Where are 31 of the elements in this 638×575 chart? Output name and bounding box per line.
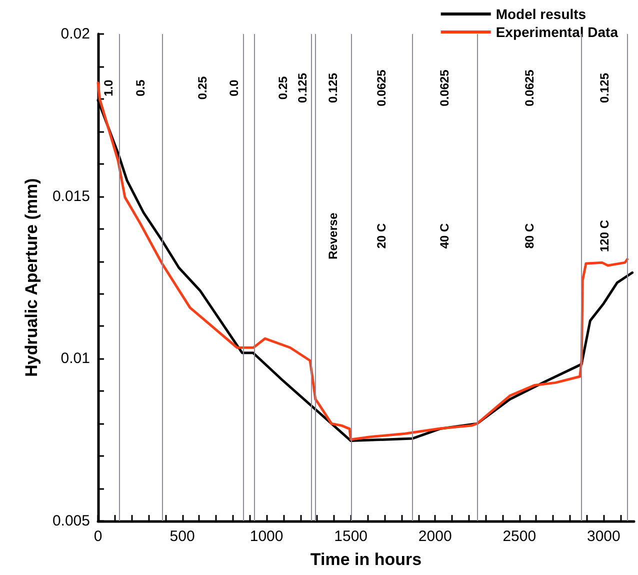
x-tick-label: 3000 <box>586 528 620 545</box>
y-tick-label: 0.005 <box>52 512 90 530</box>
annotation: 1.0 <box>101 79 116 96</box>
x-tick-label: 0 <box>94 528 102 545</box>
annotation: 0.25 <box>276 76 290 100</box>
x-tick-label: 2500 <box>502 528 536 545</box>
annotation: 0.25 <box>196 76 210 100</box>
annotation: 80 C <box>522 223 536 249</box>
legend-label: Model results <box>496 6 586 22</box>
annotation: 0.125 <box>326 72 340 104</box>
annotation: 0.0625 <box>438 69 452 106</box>
annotation: 0.125 <box>597 72 612 104</box>
annotation: 0.0 <box>226 79 241 96</box>
legend-label: Experimental Data <box>496 24 618 40</box>
y-axis-title: Hydrualic Aperture (mm) <box>22 178 41 377</box>
x-tick-label: 2000 <box>418 528 452 545</box>
x-tick-label: 500 <box>170 528 195 545</box>
annotation: 0.5 <box>134 79 148 96</box>
y-tick-label: 0.01 <box>60 350 90 368</box>
annotation: Reverse <box>326 212 340 260</box>
x-tick-label: 1500 <box>334 528 368 545</box>
annotation: 120 C <box>597 220 612 252</box>
annotation: 20 C <box>374 223 389 249</box>
annotation: 0.0625 <box>522 69 536 106</box>
annotation: 0.125 <box>295 72 310 104</box>
annotation: 40 C <box>438 223 452 249</box>
y-tick-label: 0.015 <box>52 188 90 205</box>
x-tick-label: 1000 <box>250 528 284 545</box>
y-tick-label: 0.02 <box>60 26 90 42</box>
x-axis-title: Time in hours <box>310 550 422 569</box>
annotation: 0.0625 <box>374 69 389 106</box>
